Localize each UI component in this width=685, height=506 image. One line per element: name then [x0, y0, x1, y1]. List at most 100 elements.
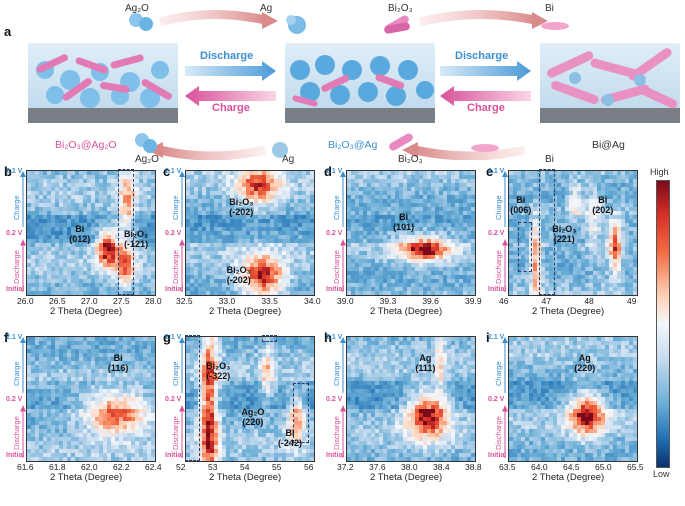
- dashed-box-g-1: [261, 334, 278, 343]
- annotation-c-1: Bi₂O₃ (-202): [223, 265, 255, 285]
- y-initial-label-g: Initial: [165, 452, 184, 459]
- x-tick-h: 38.4: [433, 462, 450, 472]
- heatmap-g: [185, 336, 315, 462]
- x-tick-c: 33.0: [218, 296, 236, 306]
- state-label-2: Bi₂O₃@Ag: [328, 139, 378, 151]
- annotation-phase: Bi: [516, 194, 526, 205]
- y-axis-arrows-d: [340, 171, 346, 292]
- panel-label-i: i: [486, 330, 490, 345]
- x-tick-c: 34.0: [304, 296, 321, 306]
- x-tick-b: 26.0: [17, 296, 34, 306]
- x-tick-g: 56: [304, 462, 314, 472]
- annotation-d-0: Bi (101): [388, 212, 420, 232]
- x-tick-h: 38.8: [465, 462, 482, 472]
- x-tick-f: 62.4: [145, 462, 162, 472]
- label-ag-bottom: Ag: [282, 154, 295, 165]
- label-ag-top: Ag: [260, 3, 273, 14]
- colorbar-low-label: Low: [653, 469, 670, 479]
- heatmap-e: [508, 170, 638, 296]
- annotation-phase: Bi: [285, 427, 295, 438]
- annotation-plane: (-202): [226, 275, 251, 286]
- y-axis-arrows-e: [502, 171, 508, 292]
- discharge-arrow-2: [440, 61, 531, 81]
- annotation-c-0: Bi₂O₃ (-202): [225, 197, 257, 217]
- top-arrow-right: [418, 9, 536, 27]
- discharge-arrow-1: [185, 61, 276, 81]
- x-tick-e: 47: [541, 296, 552, 306]
- y-mid-label-c: 0.2 V: [165, 229, 182, 237]
- x-tick-f: 61.8: [49, 462, 66, 472]
- label-ag2o-top: Ag₂O: [125, 3, 149, 14]
- y-top-label-b: 2.1 V: [6, 168, 23, 175]
- y-mid-label-d: 0.2 V: [326, 229, 343, 237]
- panel-label-c: c: [163, 164, 171, 179]
- charge-arrow-1: [185, 86, 276, 106]
- cell-state-1: [28, 43, 178, 123]
- y-top-label-c: 2.1 V: [165, 168, 182, 175]
- annotation-phase: Bi₂O₃: [552, 224, 577, 235]
- top-arrow-left: [158, 9, 266, 27]
- label-bi-top: Bi: [545, 3, 554, 14]
- panel-label-f: f: [4, 330, 9, 345]
- x-tick-b: 27.0: [81, 296, 98, 306]
- y-axis-arrows-i: [502, 337, 508, 458]
- x-tick-f: 62.0: [81, 462, 98, 472]
- y-mid-label-h: 0.2 V: [326, 395, 343, 403]
- discharge-label-2: Discharge: [455, 50, 509, 62]
- x-axis-label-e: 2 Theta (Degree): [532, 306, 605, 317]
- x-tick-c: 33.5: [261, 296, 278, 306]
- schematic-graphics: [28, 9, 680, 160]
- dashed-box-e-0: [518, 222, 533, 272]
- x-tick-b: 28.0: [145, 296, 162, 306]
- label-ag2o-bottom: Ag₂O: [135, 154, 159, 165]
- annotation-plane: (-242): [277, 437, 302, 448]
- annotation-phase: Ag: [419, 353, 432, 364]
- x-tick-e: 48: [584, 296, 594, 306]
- annotation-plane: (111): [415, 363, 436, 374]
- annotation-g-2: Bi (-242): [274, 428, 306, 448]
- annotation-phase: Bi: [399, 212, 409, 223]
- annotation-plane: (-202): [229, 207, 254, 218]
- annotation-phase: Bi₂O₃: [229, 197, 254, 208]
- annotation-phase: Bi: [113, 353, 123, 364]
- annotation-g-0: Bi₂O₃ (-322): [202, 361, 234, 381]
- x-tick-i: 64.0: [531, 462, 548, 472]
- charge-label-2: Charge: [467, 102, 505, 114]
- y-initial-label-h: Initial: [326, 452, 345, 459]
- annotation-phase: Bi₂O₃: [206, 360, 231, 371]
- annotation-e-0: Bi (006): [505, 195, 537, 215]
- charge-label-1: Charge: [212, 102, 250, 114]
- heatmap-i: [508, 336, 638, 462]
- panel-label-h: h: [324, 330, 332, 345]
- discharge-label-1: Discharge: [200, 50, 254, 62]
- x-tick-f: 61.6: [17, 462, 34, 472]
- colorbar-high-label: High: [650, 167, 669, 177]
- state-label-1: Bi₂O₃@Ag₂O: [55, 139, 117, 151]
- panel-label-e: e: [486, 164, 494, 179]
- y-initial-label-b: Initial: [6, 286, 25, 293]
- x-axis-label-h: 2 Theta (Degree): [370, 472, 443, 483]
- annotation-e-1: Bi₂O₃ (221): [548, 224, 580, 244]
- panel-label-b: b: [4, 164, 12, 179]
- y-mid-label-e: 0.2 V: [488, 229, 505, 237]
- x-axis-label-d: 2 Theta (Degree): [370, 306, 443, 317]
- dashed-box-b-0: [118, 168, 134, 296]
- label-bi-bottom: Bi: [545, 154, 554, 165]
- x-tick-e: 46: [499, 296, 509, 306]
- annotation-plane: (-322): [206, 370, 231, 381]
- heatmap-c: [185, 170, 315, 296]
- annotation-phase: Bi: [598, 194, 608, 205]
- x-tick-h: 38.0: [401, 462, 418, 472]
- y-top-label-i: 2.1 V: [488, 334, 505, 341]
- panel-label-a: a: [4, 24, 12, 39]
- annotation-plane: (116): [107, 363, 129, 374]
- annotation-b-0: Bi (012): [64, 224, 96, 244]
- y-initial-label-e: Initial: [488, 286, 507, 293]
- x-tick-c: 32.5: [176, 296, 193, 306]
- annotation-i-0: Ag (220): [569, 353, 601, 373]
- annotation-plane: (006): [510, 204, 532, 215]
- y-axis-arrows-h: [340, 337, 346, 458]
- x-tick-b: 27.5: [113, 296, 130, 306]
- x-tick-i: 64.5: [563, 462, 580, 472]
- x-axis-label-b: 2 Theta (Degree): [50, 306, 123, 317]
